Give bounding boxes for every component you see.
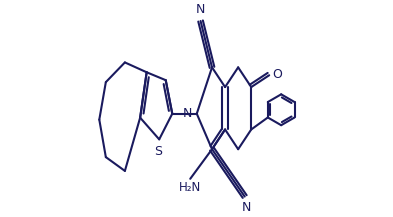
Text: N: N — [196, 3, 205, 16]
Text: N: N — [242, 201, 251, 214]
Text: N: N — [183, 107, 193, 120]
Text: O: O — [272, 68, 282, 81]
Text: H₂N: H₂N — [178, 181, 201, 194]
Text: S: S — [154, 145, 162, 158]
